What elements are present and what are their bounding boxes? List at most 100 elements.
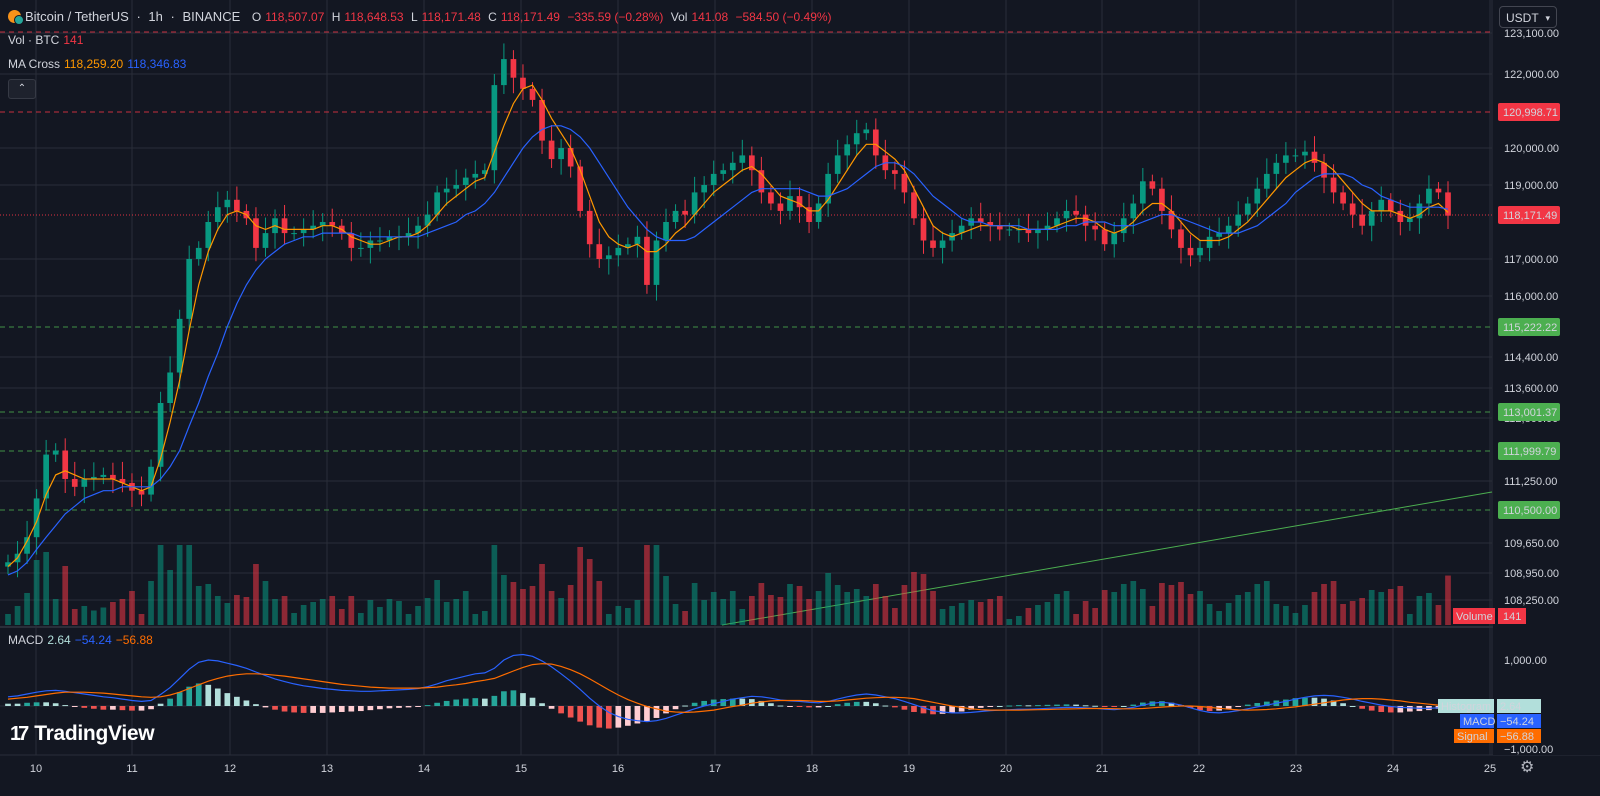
volume-bars <box>5 545 1451 625</box>
histogram-bar-67 <box>644 706 650 722</box>
volume-bar-45 <box>434 580 440 625</box>
candle-body-37 <box>358 247 364 249</box>
candle-body-70 <box>672 210 679 222</box>
volume-bar-134 <box>1283 606 1289 625</box>
volume-legend[interactable]: Vol · BTC 141 <box>8 33 84 47</box>
macd-line <box>7 653 1468 723</box>
candle-body-52 <box>501 59 507 86</box>
candle-body-146 <box>1397 210 1404 222</box>
histogram-bar-69 <box>663 706 669 714</box>
tradingview-logo-icon: 17 <box>10 722 29 745</box>
histogram-bar-2 <box>24 702 30 706</box>
candle-body-19 <box>186 259 193 319</box>
volume-bar-115 <box>1101 590 1108 625</box>
candle-body-74 <box>710 173 717 185</box>
macd-axis[interactable]: 1,000.00 −1,000.00 Histogram 2.64 MACD −54.24… <box>1438 655 1553 756</box>
candle-body-107 <box>1025 229 1032 234</box>
histogram-bar-19 <box>186 686 193 706</box>
open-value: 118,507.07 <box>265 10 325 24</box>
candle-body-138 <box>1321 162 1327 178</box>
candle-body-8 <box>81 478 88 487</box>
price-tick-0: 123,100.00 <box>1504 28 1559 40</box>
volume-bar-78 <box>748 596 755 625</box>
volume-bar-125 <box>1197 591 1203 625</box>
volume-bar-121 <box>1159 583 1165 625</box>
volume-bar-32 <box>310 602 317 625</box>
volume-bar-84 <box>806 599 812 625</box>
volume-bar-83 <box>796 586 803 625</box>
histogram-bar-4 <box>43 702 49 706</box>
time-tick-2: 12 <box>224 763 236 775</box>
ma-cross-legend[interactable]: MA Cross 118,259.20 118,346.83 <box>8 57 187 71</box>
volume-bar-76 <box>729 591 736 625</box>
candle-body-143 <box>1368 210 1375 226</box>
histogram-bar-124 <box>1187 706 1194 708</box>
histogram-bar-89 <box>853 701 860 706</box>
histogram-bar-99 <box>949 706 955 713</box>
candle-body-121 <box>1159 188 1165 211</box>
candle-body-124 <box>1187 247 1194 256</box>
volume-bar-82 <box>787 584 793 625</box>
candle-body-84 <box>806 207 812 222</box>
volume-bar-117 <box>1120 584 1127 625</box>
volume-bar-142 <box>1359 598 1366 625</box>
time-tick-6: 16 <box>612 763 624 775</box>
histogram-bar-75 <box>720 699 727 706</box>
collapse-legend-button[interactable]: ⌃ <box>8 79 36 99</box>
histogram-bar-44 <box>424 705 431 707</box>
histogram-bar-116 <box>1111 706 1118 708</box>
histogram-bar-3 <box>33 702 40 706</box>
histogram-bar-109 <box>1044 704 1051 706</box>
tradingview-logo[interactable]: 17 TradingView <box>10 722 155 745</box>
candle-body-87 <box>834 155 841 174</box>
volume-bar-111 <box>1063 591 1070 625</box>
volume-bar-113 <box>1082 601 1089 625</box>
histogram-bar-27 <box>262 706 269 708</box>
price-badge-bg-3 <box>1498 403 1560 421</box>
histogram-bar-81 <box>777 705 784 707</box>
histogram-bar-146 <box>1397 706 1404 713</box>
currency-selector[interactable]: USDT ▾ <box>1499 6 1557 28</box>
histogram-bar-60 <box>577 706 584 722</box>
candle-body-3 <box>33 498 40 538</box>
histogram-bar-132 <box>1263 701 1270 706</box>
volume-bar-73 <box>701 600 708 625</box>
histogram-bar-108 <box>1035 705 1041 707</box>
exchange: BINANCE <box>182 9 241 24</box>
volume-bar-66 <box>634 600 641 625</box>
histogram-bar-71 <box>682 705 688 707</box>
candle-body-60 <box>577 166 584 211</box>
histogram-bar-5 <box>52 703 59 706</box>
volume-bar-58 <box>558 598 564 625</box>
macd-badge-value-2: −56.88 <box>1500 731 1534 743</box>
volume-bar-85 <box>815 591 822 625</box>
time-axis[interactable]: 10 11 12 13 14 15 16 17 18 19 20 21 22 23 24 25 <box>30 763 1496 775</box>
macd-badge-value-bg-1 <box>1497 714 1541 728</box>
candle-body-46 <box>443 188 450 193</box>
macd-legend[interactable]: MACD 2.64 −54.24 −56.88 <box>8 633 153 647</box>
volume-bar-119 <box>1139 589 1146 625</box>
histogram-bar-106 <box>1016 705 1022 707</box>
candle-body-66 <box>634 236 641 245</box>
candle-body-122 <box>1168 210 1175 230</box>
volume-bar-26 <box>253 564 259 625</box>
price-axis[interactable]: 123,100.00 122,000.00 120,000.00 119,000.00… <box>1453 0 1600 755</box>
volume-bar-14 <box>138 614 145 625</box>
macd-badge-label-1: MACD <box>1463 716 1495 728</box>
gear-icon[interactable]: ⚙ <box>1520 759 1535 776</box>
interval[interactable]: 1h <box>148 9 163 24</box>
volume-bar-55 <box>529 586 536 625</box>
histogram-bar-96 <box>920 706 927 714</box>
trend-line[interactable] <box>721 491 1493 626</box>
moving-averages <box>7 84 1449 576</box>
chart-grid <box>0 0 1600 756</box>
histogram-bar-122 <box>1168 702 1175 706</box>
price-tick-1: 122,000.00 <box>1504 69 1559 81</box>
price-badge-bg-1 <box>1498 206 1560 224</box>
volume-bar-74 <box>710 592 717 625</box>
candle-body-133 <box>1273 162 1280 174</box>
symbol-name[interactable]: Bitcoin / TetherUS <box>25 9 129 24</box>
candle-body-64 <box>615 247 622 256</box>
histogram-bar-85 <box>815 706 822 708</box>
